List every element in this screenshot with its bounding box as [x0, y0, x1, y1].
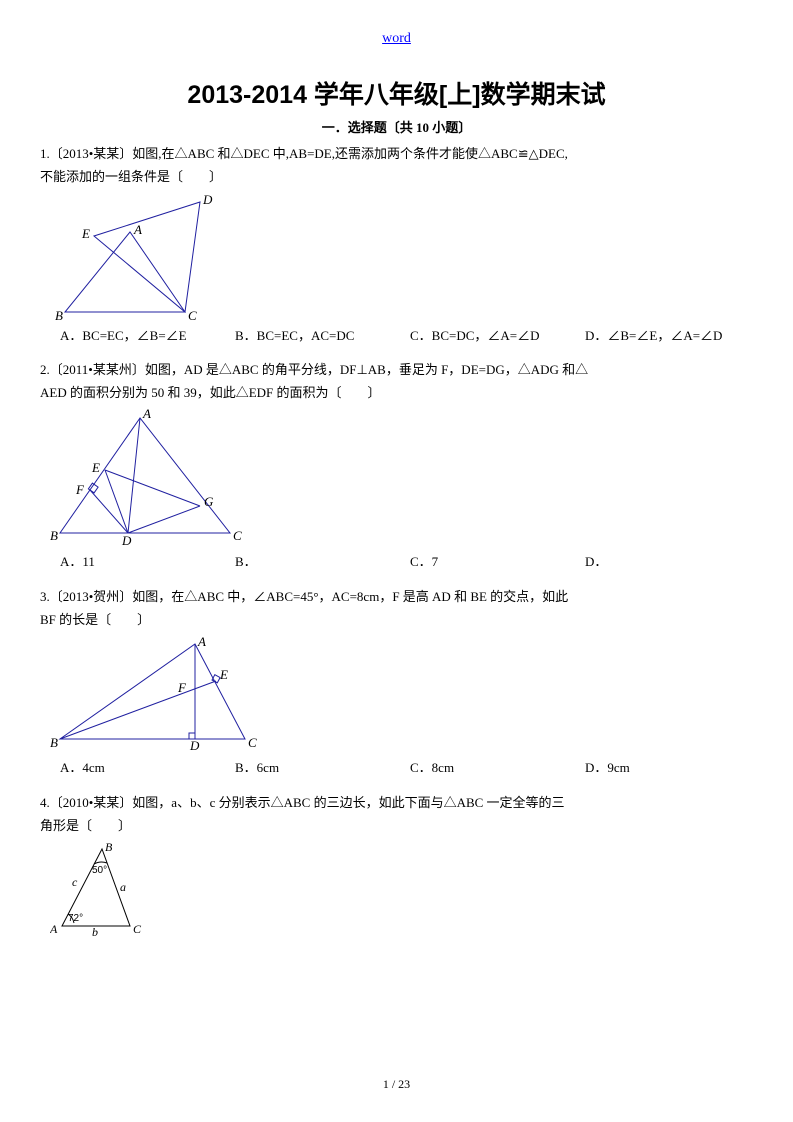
svg-text:B: B: [55, 308, 63, 322]
q3-options: A．4cm B．6cm C．8cm D．9cm: [60, 758, 753, 779]
q1-svg: B C A D E: [50, 192, 220, 322]
q2-optB: B．: [235, 552, 410, 573]
svg-text:A: A: [50, 922, 58, 936]
question-4: 4.〔2010•某某〕如图，a、b、c 分别表示△ABC 的三边长，如此下面与△…: [40, 793, 753, 939]
question-1: 1.〔2013•某某〕如图,在△ABC 和△DEC 中,AB=DE,还需添加两个…: [40, 144, 753, 346]
header-link: word: [40, 30, 753, 47]
svg-text:b: b: [92, 925, 98, 939]
q3-text-line2: BF 的长是〔 〕: [40, 610, 753, 631]
svg-text:50°: 50°: [92, 865, 107, 876]
svg-text:D: D: [121, 533, 132, 548]
q1-optB: B．BC=EC，AC=DC: [235, 326, 410, 347]
q1-text-line2: 不能添加的一组条件是〔 〕: [40, 167, 753, 188]
svg-text:A: A: [142, 408, 151, 421]
svg-text:E: E: [81, 226, 90, 241]
svg-text:C: C: [133, 922, 142, 936]
q2-text-line2: AED 的面积分别为 50 和 39，如此△EDF 的面积为〔 〕: [40, 383, 753, 404]
svg-text:a: a: [120, 880, 126, 894]
svg-text:A: A: [133, 222, 142, 237]
q1-text-line1: 1.〔2013•某某〕如图,在△ABC 和△DEC 中,AB=DE,还需添加两个…: [40, 144, 753, 165]
svg-text:A: A: [197, 634, 206, 649]
svg-text:C: C: [248, 735, 257, 750]
q3-text-line1: 3.〔2013•贺州〕如图，在△ABC 中，∠ABC=45°，AC=8cm，F …: [40, 587, 753, 608]
page-title: 2013-2014 学年八年级[上]数学期末试: [40, 75, 753, 111]
svg-text:F: F: [75, 482, 85, 497]
q4-svg: A B C a b c 50° 72°: [50, 841, 150, 939]
svg-text:E: E: [91, 460, 100, 475]
q3-optB: B．6cm: [235, 758, 410, 779]
q1-figure: B C A D E: [50, 192, 753, 322]
q1-options: A．BC=EC，∠B=∠E B．BC=EC，AC=DC C．BC=DC，∠A=∠…: [60, 326, 753, 347]
q2-optC: C．7: [410, 552, 585, 573]
q4-text-line1: 4.〔2010•某某〕如图，a、b、c 分别表示△ABC 的三边长，如此下面与△…: [40, 793, 753, 814]
svg-text:B: B: [50, 735, 58, 750]
q2-text-line1: 2.〔2011•某某州〕如图，AD 是△ABC 的角平分线，DF⊥AB，垂足为 …: [40, 360, 753, 381]
q2-optA: A．11: [60, 552, 235, 573]
q3-svg: B C A D E F: [50, 634, 270, 754]
svg-text:E: E: [219, 667, 228, 682]
svg-text:C: C: [188, 308, 197, 322]
section-subtitle: 一．选择题〔共 10 小题〕: [40, 117, 753, 136]
question-2: 2.〔2011•某某州〕如图，AD 是△ABC 的角平分线，DF⊥AB，垂足为 …: [40, 360, 753, 572]
q1-optD: D．∠B=∠E，∠A=∠D: [585, 326, 722, 347]
q3-figure: B C A D E F: [50, 634, 753, 754]
q1-optC: C．BC=DC，∠A=∠D: [410, 326, 585, 347]
q2-options: A．11 B． C．7 D．: [60, 552, 753, 573]
svg-text:G: G: [204, 494, 214, 509]
svg-text:B: B: [105, 841, 113, 854]
svg-text:c: c: [72, 875, 78, 889]
q4-text-line2: 角形是〔 〕: [40, 816, 753, 837]
word-link[interactable]: word: [382, 31, 411, 46]
q2-svg: A B C D E F G: [50, 408, 250, 548]
svg-text:C: C: [233, 528, 242, 543]
svg-text:72°: 72°: [68, 913, 83, 924]
q2-optD: D．: [585, 552, 607, 573]
svg-text:F: F: [177, 680, 187, 695]
svg-text:B: B: [50, 528, 58, 543]
question-3: 3.〔2013•贺州〕如图，在△ABC 中，∠ABC=45°，AC=8cm，F …: [40, 587, 753, 779]
q2-figure: A B C D E F G: [50, 408, 753, 548]
svg-text:D: D: [189, 738, 200, 753]
q4-figure: A B C a b c 50° 72°: [50, 841, 753, 939]
q3-optA: A．4cm: [60, 758, 235, 779]
q3-optD: D．9cm: [585, 758, 630, 779]
page-footer: 1 / 23: [0, 1077, 793, 1092]
q1-optA: A．BC=EC，∠B=∠E: [60, 326, 235, 347]
svg-text:D: D: [202, 192, 213, 207]
q3-optC: C．8cm: [410, 758, 585, 779]
